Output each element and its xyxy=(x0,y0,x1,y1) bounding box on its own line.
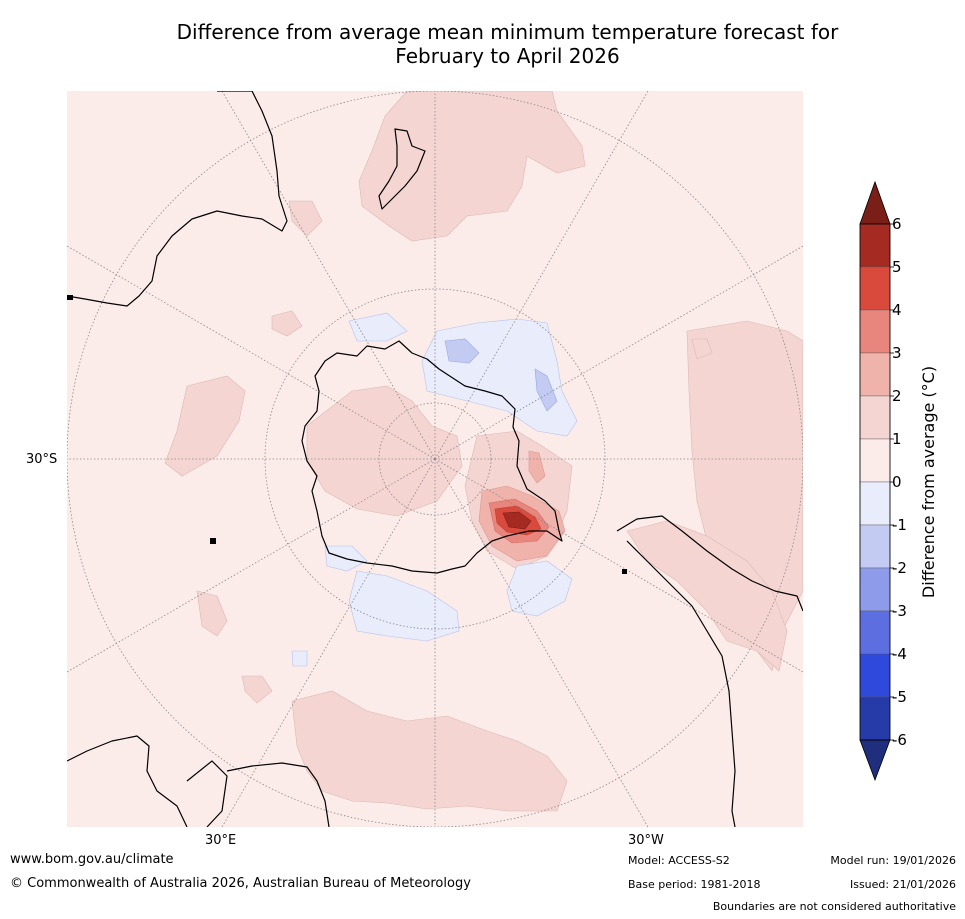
anomaly-cool-south xyxy=(348,570,460,642)
colorbar-tick-label: 0 xyxy=(892,473,902,491)
island-small-1 xyxy=(67,295,73,300)
anomaly-antarctic-center xyxy=(306,385,463,517)
coastline-south-east xyxy=(226,762,330,827)
colorbar-tick-label: -1 xyxy=(892,516,907,534)
anomaly-cool-ross-core-2 xyxy=(534,368,558,412)
colorbar-tick-label: 3 xyxy=(892,344,902,362)
coastlines xyxy=(67,91,803,827)
meridian-line-9 xyxy=(434,245,803,460)
lon-label-30w: 30°W xyxy=(628,833,664,848)
colorbar-segment xyxy=(859,352,891,397)
colorbar-segment xyxy=(859,309,891,354)
polar-map xyxy=(67,91,803,827)
colorbar-tick-label: -2 xyxy=(892,559,907,577)
lat-label-30s: 30°S xyxy=(26,452,58,467)
anomaly-cool-small xyxy=(291,650,308,667)
anomaly-1-2-regions xyxy=(164,91,803,812)
coastline-antarctica xyxy=(301,340,563,574)
colorbar-tick-label: -3 xyxy=(892,602,907,620)
latitude-circle-60s xyxy=(264,288,606,630)
colorbar-segment xyxy=(859,395,891,440)
meridian-line-10 xyxy=(67,458,436,673)
title-line-2: February to April 2026 xyxy=(395,44,620,68)
anomaly-small-3 xyxy=(691,338,713,360)
anomaly-south-america xyxy=(626,520,788,672)
coastline-new-zealand xyxy=(378,128,426,210)
colorbar-segment xyxy=(859,223,891,268)
islands xyxy=(67,295,627,574)
anomaly-cool-east xyxy=(506,560,573,617)
colorbar-tick-label: 6 xyxy=(892,215,902,233)
coastline-south-america xyxy=(616,515,803,612)
meridian-line-4 xyxy=(221,91,436,460)
meridian-line-7 xyxy=(434,458,649,827)
colorbar-tick-label: 4 xyxy=(892,301,902,319)
colorbar-segment xyxy=(859,653,891,698)
island-sandwich xyxy=(622,569,627,574)
anomaly-peninsula-5-6 xyxy=(502,511,532,530)
meridian-line-8 xyxy=(67,245,436,460)
colorbar-tick-label: -4 xyxy=(892,645,907,663)
colorbar: 6 5 4 3 2 1 0 -1 -2 -3 -4 -5 -6 Difference from aver… xyxy=(859,180,938,782)
chart-title: Difference from average mean minimum tem… xyxy=(0,20,965,68)
anomaly-cool-1-2-regions xyxy=(444,338,558,412)
footer-disclaimer: Boundaries are not considered authoritat… xyxy=(712,900,956,913)
colorbar-extend-high xyxy=(859,180,891,225)
coastline-africa xyxy=(67,735,188,827)
meridian-line-5 xyxy=(434,91,649,460)
anomaly-south-large xyxy=(291,690,568,812)
colorbar-segment xyxy=(859,481,891,526)
anomaly-nw-patch xyxy=(288,200,323,237)
footer-url[interactable]: www.bom.gov.au/climate xyxy=(10,852,174,867)
footer-copyright: © Commonwealth of Australia 2026, Austra… xyxy=(10,876,471,891)
island-kerguelen xyxy=(210,538,216,544)
colorbar-segment xyxy=(859,610,891,655)
colorbar-tick-label: 2 xyxy=(892,387,902,405)
footer-model-run: Model run: 19/01/2026 xyxy=(830,854,956,867)
anomaly-cool-ross-core xyxy=(444,338,480,364)
coastline-australia xyxy=(67,91,288,307)
colorbar-segment xyxy=(859,438,891,483)
anomaly-small-1 xyxy=(271,310,303,337)
meridian-line-11 xyxy=(434,458,803,673)
footer-base-period: Base period: 1981-2018 xyxy=(628,878,761,891)
colorbar-segment xyxy=(859,524,891,569)
colorbar-tick-label: 1 xyxy=(892,430,902,448)
colorbar-ticks: 6 5 4 3 2 1 0 -1 -2 -3 -4 -5 -6 xyxy=(890,215,907,749)
anomaly-cool-north xyxy=(348,312,408,342)
anomaly-nz-region xyxy=(358,91,586,242)
colorbar-tick-label: -6 xyxy=(892,731,907,749)
title-line-1: Difference from average mean minimum tem… xyxy=(176,20,839,44)
coastline-sa-east xyxy=(626,540,736,827)
colorbar-segment xyxy=(859,696,891,741)
colorbar-label: Difference from average (°C) xyxy=(919,366,938,598)
lon-label-30e: 30°E xyxy=(205,833,237,848)
colorbar-segments xyxy=(859,223,891,741)
coastline-madagascar xyxy=(186,760,228,827)
colorbar-segment xyxy=(859,266,891,311)
footer-issued: Issued: 21/01/2026 xyxy=(849,878,956,891)
footer-model: Model: ACCESS-S2 xyxy=(628,854,730,867)
anomaly-sw-patch xyxy=(196,590,228,637)
anomaly-small-2 xyxy=(241,675,273,704)
colorbar-extend-low xyxy=(859,739,891,782)
anomaly-indian xyxy=(164,375,246,477)
colorbar-tick-label: 5 xyxy=(892,258,902,276)
colorbar-tick-label: -5 xyxy=(892,688,907,706)
anomaly-5-6-regions xyxy=(502,511,532,530)
colorbar-segment xyxy=(859,567,891,612)
